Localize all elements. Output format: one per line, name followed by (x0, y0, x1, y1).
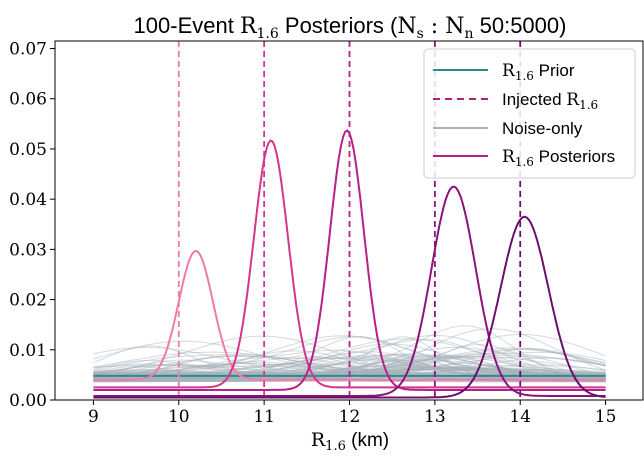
x-axis-ticks: 9 10 11 12 13 14 15 (88, 400, 616, 427)
title-colon: : (424, 14, 445, 39)
title-nn-sub: n (464, 26, 473, 42)
xlabel-r-sub: 1.6 (325, 439, 346, 451)
y-tick-label: 0.03 (9, 240, 47, 260)
legend: R1.6 Prior Injected R1.6 Noise-only R1.6… (424, 49, 635, 178)
x-tick-label: 11 (253, 407, 275, 427)
legend-noise-label: Noise-only (502, 119, 583, 138)
x-tick-label: 14 (509, 407, 531, 427)
x-tick-label: 15 (595, 407, 617, 427)
title-r-sub: 1.6 (257, 26, 279, 42)
xlabel-r: R (311, 429, 326, 451)
legend-prior-label: R1.6 Prior (502, 61, 575, 83)
x-tick-label: 13 (424, 407, 446, 427)
title-prefix: 100-Event (134, 13, 240, 38)
y-tick-label: 0.00 (9, 391, 47, 411)
title-ns: N (397, 14, 416, 39)
x-tick-label: 12 (339, 407, 361, 427)
y-axis-ticks: 0.00 0.01 0.02 0.03 0.04 0.05 0.06 0.07 (9, 40, 55, 411)
xlabel-suffix: (km) (346, 430, 389, 451)
y-tick-label: 0.04 (9, 190, 47, 210)
title-r: R (240, 14, 258, 39)
chart-title: 100-Event R1.6 Posteriors (Ns : Nn 50:50… (134, 13, 567, 42)
title-middle: Posteriors ( (279, 13, 398, 38)
y-tick-label: 0.02 (9, 291, 47, 311)
y-tick-label: 0.06 (9, 90, 47, 110)
x-tick-label: 10 (168, 407, 190, 427)
y-tick-label: 0.07 (9, 40, 47, 60)
y-tick-label: 0.05 (9, 140, 47, 160)
title-suffix: 50:5000) (474, 13, 567, 38)
y-tick-label: 0.01 (9, 341, 47, 361)
x-tick-label: 9 (88, 407, 99, 427)
x-axis-label: R1.6 (km) (311, 429, 389, 451)
title-ns-sub: s (417, 26, 424, 42)
title-nn: N (445, 14, 464, 39)
